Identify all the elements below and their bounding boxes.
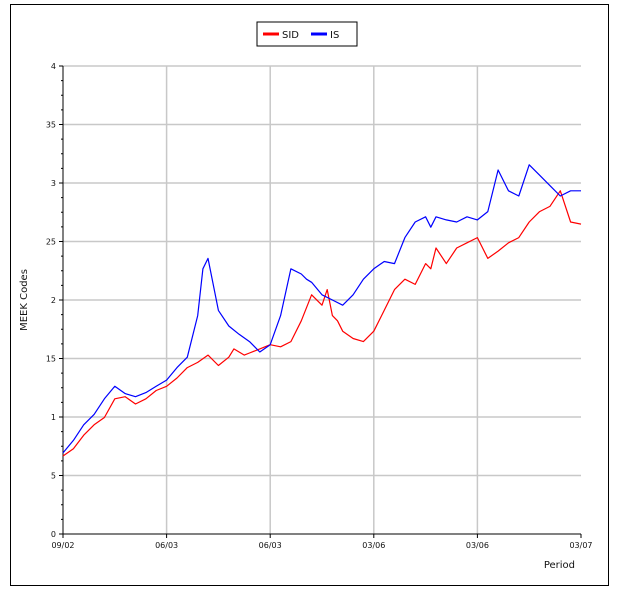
axis-layer: 09/02 06/03 06/03 03/06 03/06 03/07 0 5 1 15 2 25 3 3…	[46, 62, 593, 550]
y-tick-label: 4	[51, 62, 56, 71]
series-line-sid	[62, 190, 582, 457]
y-tick-label: 1	[51, 413, 56, 422]
x-axis-label: Period	[544, 560, 575, 571]
series-line-is	[62, 164, 581, 454]
x-tick-label: 03/06	[466, 541, 489, 550]
series-layer	[62, 164, 582, 457]
y-tick-label: 0	[51, 530, 56, 539]
x-tick-label: 03/06	[362, 541, 385, 550]
grid-layer	[63, 65, 581, 534]
y-tick-label: 3	[51, 179, 56, 188]
x-tick-label: 09/02	[51, 541, 74, 550]
y-tick-label: 25	[46, 238, 56, 247]
y-tick-label: 35	[46, 121, 56, 130]
x-tick-label: 06/03	[259, 541, 282, 550]
chart-frame	[10, 4, 609, 586]
legend: SID IS	[256, 21, 358, 47]
y-tick-label: 15	[46, 355, 56, 364]
y-tick-label: 5	[51, 472, 56, 481]
legend-label-sid: SID	[282, 30, 299, 41]
x-tick-label: 06/03	[155, 541, 178, 550]
y-axis-label: MEEK Codes	[19, 269, 30, 331]
x-tick-label: 03/07	[569, 541, 592, 550]
legend-label-is: IS	[330, 30, 339, 41]
y-tick-label: 2	[51, 296, 56, 305]
